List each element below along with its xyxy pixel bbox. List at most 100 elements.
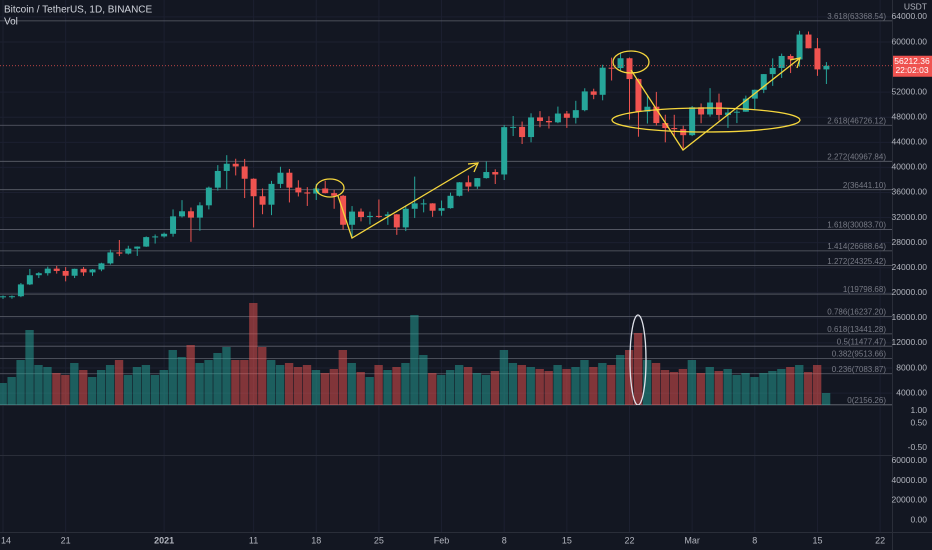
fib-label: 0.786(16237.20) xyxy=(827,307,886,316)
volume-bar xyxy=(204,360,213,405)
volume-bar xyxy=(732,375,741,405)
candle-body xyxy=(349,211,356,225)
arrow-head xyxy=(467,162,480,173)
highlight-ellipse xyxy=(612,50,650,74)
candle-body xyxy=(358,211,364,218)
fib-label: 1.618(30083.70) xyxy=(827,221,886,230)
candle-body xyxy=(501,127,508,175)
candle-body xyxy=(581,91,588,111)
volume-bar xyxy=(177,357,186,405)
volume-bar xyxy=(284,363,294,405)
candle-body xyxy=(250,178,257,197)
trend-arrow xyxy=(630,57,801,151)
volume-bar xyxy=(105,365,115,405)
countdown: 22:02:03 xyxy=(895,65,928,75)
candle-body xyxy=(205,187,212,206)
candle-body xyxy=(590,91,597,95)
candle-body xyxy=(599,67,606,95)
highlight-ellipse xyxy=(611,107,801,133)
x-tick-label: 22 xyxy=(624,535,634,545)
volume-bar xyxy=(267,360,276,405)
volume-bars xyxy=(0,303,831,405)
x-tick-label: 14 xyxy=(1,535,11,545)
volume-bar xyxy=(553,365,562,405)
volume-bar xyxy=(401,363,410,405)
volume-bar xyxy=(759,373,768,405)
candle-body xyxy=(35,273,42,276)
volume-bar xyxy=(132,367,142,405)
last-price: 56212.36 xyxy=(894,56,930,66)
candle-body xyxy=(644,106,651,112)
candle-body xyxy=(438,208,445,211)
volume-bar xyxy=(633,333,643,405)
candle-body xyxy=(617,58,624,69)
volume-bar xyxy=(0,383,7,405)
candle-body xyxy=(537,117,543,121)
candle-body xyxy=(626,58,633,80)
candle-body xyxy=(698,107,705,115)
volume-bar xyxy=(499,350,509,405)
volume-bar xyxy=(490,371,500,405)
candle-body xyxy=(474,178,481,187)
volume-bar xyxy=(258,347,267,405)
candle-body xyxy=(161,233,168,237)
candle-body xyxy=(375,215,382,217)
volume-bar xyxy=(320,373,330,405)
y-tick-label: 48000.00 xyxy=(892,111,928,121)
volume-bar xyxy=(723,369,732,405)
volume-bar xyxy=(651,363,661,405)
volume-bar xyxy=(625,350,634,405)
candle-body xyxy=(814,48,821,70)
candle-body xyxy=(787,55,794,60)
candle-body xyxy=(268,183,275,205)
candle-body xyxy=(492,172,499,175)
volume-bar xyxy=(159,370,168,405)
candle-body xyxy=(232,163,239,167)
volume-bar xyxy=(311,370,321,405)
volume-bar xyxy=(795,365,804,405)
fib-label: 0.5(11477.47) xyxy=(837,337,887,346)
candle-body xyxy=(116,252,123,254)
candle-body xyxy=(17,284,24,297)
y-tick-label: 12000.00 xyxy=(892,337,928,347)
candle-body xyxy=(62,270,69,276)
volume-bar xyxy=(544,371,553,405)
candle-body xyxy=(170,216,177,234)
candle-body xyxy=(393,214,400,228)
volume-bar xyxy=(526,367,535,405)
fib-label: 0.236(7083.87) xyxy=(832,365,887,374)
volume-title: Vol xyxy=(4,17,18,28)
fib-label: 2.272(40967.84) xyxy=(827,152,886,161)
candle-body xyxy=(98,263,105,270)
volume-bar xyxy=(16,360,25,405)
price-tag-box xyxy=(893,55,932,77)
fib-label: 2(36441.10) xyxy=(843,181,886,190)
volume-bar xyxy=(580,360,589,405)
volume-bar xyxy=(517,365,526,405)
volume-bar xyxy=(79,370,88,405)
y-tick-label: 16000.00 xyxy=(892,312,928,322)
arrow-head xyxy=(789,57,801,69)
candle-body xyxy=(420,203,427,205)
volume-bar xyxy=(96,370,106,405)
volume-bar xyxy=(195,363,204,405)
volume-bar xyxy=(589,367,598,405)
fib-label: 2.618(46726.12) xyxy=(827,116,886,125)
candle-body xyxy=(179,211,185,217)
y-tick-label: 20000.00 xyxy=(892,287,928,297)
trend-arrow xyxy=(337,162,479,239)
candle-body xyxy=(689,107,696,136)
candle-body xyxy=(483,172,490,179)
volume-bar xyxy=(70,363,79,405)
candle-body xyxy=(366,215,373,218)
volume-bar xyxy=(392,367,401,405)
candle-body xyxy=(411,203,418,209)
volume-bar xyxy=(821,393,831,405)
candle-body xyxy=(125,248,132,254)
currency-label: USDT xyxy=(904,1,927,11)
candle-body xyxy=(286,172,293,188)
volume-bar xyxy=(607,365,616,405)
volume-bar xyxy=(741,373,750,405)
